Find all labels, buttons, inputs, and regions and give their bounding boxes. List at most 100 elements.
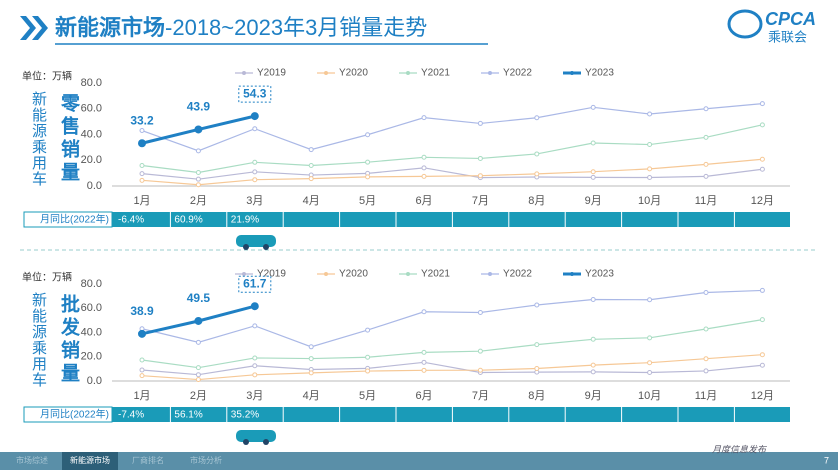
point (590, 104, 596, 110)
series-line (141, 124, 763, 174)
legend-dot (242, 272, 246, 276)
legend-label: Y2023 (585, 68, 614, 79)
point (477, 120, 483, 126)
point (421, 173, 427, 179)
point (195, 182, 201, 188)
footer-note: 月度信息发布 (712, 444, 768, 454)
point (703, 289, 709, 295)
title-main: 新能源市场 (55, 15, 165, 40)
point (477, 348, 483, 354)
point (195, 339, 201, 345)
yoy-band (112, 407, 790, 422)
point (590, 369, 596, 375)
point (647, 297, 653, 303)
point (365, 132, 371, 138)
point (534, 302, 540, 308)
point (703, 161, 709, 167)
legend-dot (406, 272, 410, 276)
footer-tab: 市场综述 (16, 455, 48, 465)
point (195, 169, 201, 175)
legend-label: Y2021 (421, 68, 450, 79)
car-icon (236, 430, 276, 442)
title: 新能源市场-2018~2023年3月销量走势 (55, 15, 427, 40)
yoy-band (112, 212, 790, 227)
point (759, 287, 765, 293)
series-line (141, 361, 763, 376)
footer-bar (0, 452, 838, 470)
point (647, 370, 653, 376)
unit: 单位：万辆 (22, 271, 72, 284)
point (759, 317, 765, 323)
point (759, 156, 765, 162)
yoy-label: 月同比(2022年) (40, 213, 109, 226)
x-tick-label: 10月 (638, 195, 661, 207)
point (421, 367, 427, 373)
data-label: 38.9 (130, 304, 154, 318)
point (139, 177, 145, 183)
point (590, 336, 596, 342)
y-tick-label: 40.0 (81, 128, 102, 140)
metric: 批发销量 (58, 294, 81, 386)
point (703, 326, 709, 332)
point (195, 148, 201, 154)
legend-dot (324, 71, 328, 75)
point (759, 101, 765, 107)
point (308, 163, 314, 169)
point (759, 122, 765, 128)
footer-tab: 厂商排名 (132, 455, 164, 465)
point (139, 367, 145, 373)
point (252, 126, 258, 132)
point (139, 373, 145, 379)
point (252, 323, 258, 329)
series-line (141, 103, 763, 152)
point (703, 106, 709, 112)
label-box (238, 275, 272, 293)
point (252, 355, 258, 361)
y-tick-label: 60.0 (81, 302, 102, 314)
footer-tab: 市场分析 (190, 455, 222, 465)
point (139, 163, 145, 169)
point (250, 302, 259, 311)
yoy-value: 21.9% (231, 215, 259, 226)
x-tick-label: 3月 (246, 195, 263, 207)
side-label: 新能源乘用车 (30, 91, 47, 187)
yoy-value: -6.4% (118, 215, 144, 226)
point (477, 155, 483, 161)
x-tick-label: 11月 (695, 390, 717, 402)
x-tick-label: 2月 (190, 390, 207, 402)
point (590, 169, 596, 175)
yoy-label-box (23, 211, 113, 228)
logo: CPCA 乘联会 (727, 9, 816, 44)
point (534, 366, 540, 372)
car-wheel (243, 244, 249, 250)
y-tick-label: 0.0 (87, 375, 102, 387)
x-tick-label: 5月 (359, 195, 376, 207)
legend-label: Y2022 (503, 269, 532, 280)
point (138, 139, 146, 148)
point (252, 372, 258, 378)
x-tick-label: 9月 (585, 195, 602, 207)
legend-label: Y2019 (257, 269, 286, 280)
data-label: 33.2 (130, 113, 154, 127)
point (421, 154, 427, 160)
point (195, 377, 201, 383)
legend-label: Y2019 (257, 68, 286, 79)
point (590, 174, 596, 180)
yoy-value: 60.9% (174, 215, 202, 226)
point (477, 367, 483, 373)
point (195, 372, 201, 378)
point (365, 354, 371, 360)
point (252, 159, 258, 165)
point (703, 173, 709, 179)
legend-dot (242, 71, 246, 75)
x-tick-label: 7月 (472, 195, 489, 207)
header-icon (20, 16, 48, 40)
yoy-value: -7.4% (118, 410, 144, 421)
x-tick-label: 11月 (695, 195, 717, 207)
point (534, 171, 540, 177)
car-wheel (263, 439, 269, 445)
point (647, 175, 653, 181)
legend-dot (570, 272, 574, 276)
point (421, 165, 427, 171)
